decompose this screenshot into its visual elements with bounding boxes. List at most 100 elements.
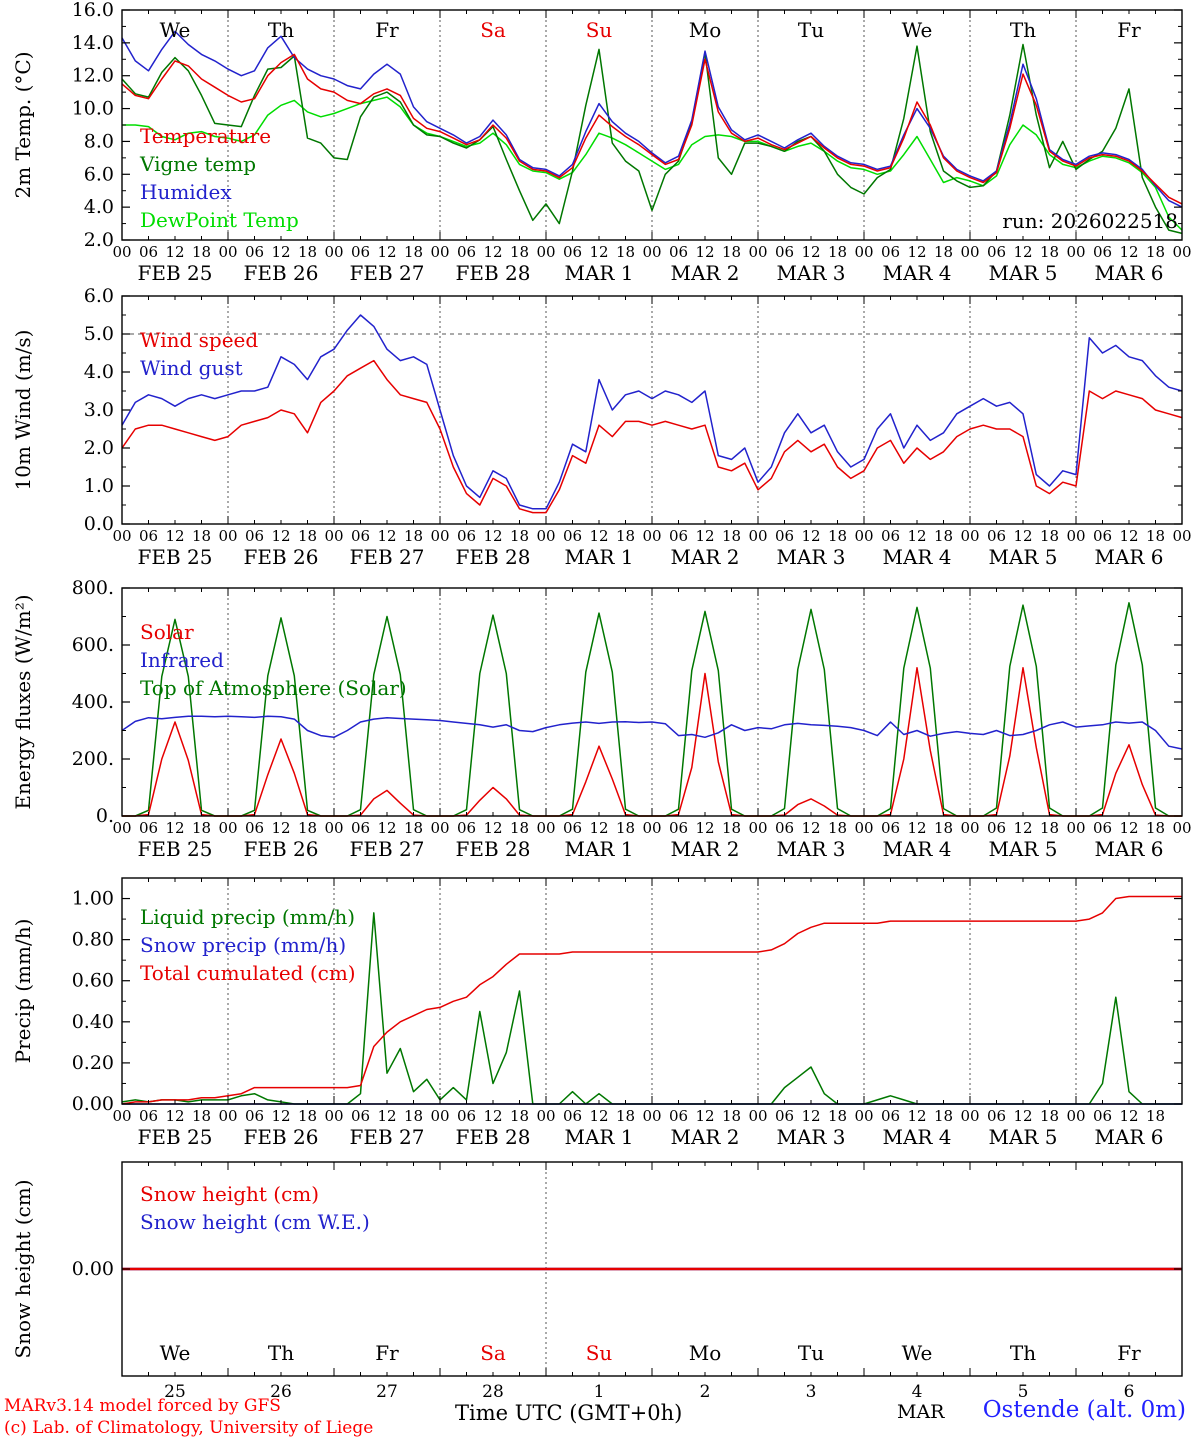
svg-text:06: 06 <box>987 1107 1006 1125</box>
svg-text:06: 06 <box>881 527 900 545</box>
svg-text:12.0: 12.0 <box>72 65 114 87</box>
svg-text:00: 00 <box>1172 527 1191 545</box>
svg-text:00: 00 <box>1066 527 1085 545</box>
svg-text:FEB 28: FEB 28 <box>456 261 531 285</box>
svg-text:0.80: 0.80 <box>72 929 114 951</box>
svg-text:400.: 400. <box>72 691 114 713</box>
svg-text:12: 12 <box>1013 1107 1032 1125</box>
svg-text:2.0: 2.0 <box>84 229 114 251</box>
svg-text:MAR 1: MAR 1 <box>564 1125 633 1149</box>
svg-text:12: 12 <box>271 1107 290 1125</box>
svg-text:2: 2 <box>700 1382 711 1402</box>
svg-text:12: 12 <box>483 819 502 837</box>
svg-text:00: 00 <box>960 819 979 837</box>
svg-text:18: 18 <box>828 1107 847 1125</box>
svg-text:06: 06 <box>987 819 1006 837</box>
svg-text:06: 06 <box>1093 527 1112 545</box>
svg-text:00: 00 <box>960 1107 979 1125</box>
svg-text:Solar: Solar <box>140 620 194 644</box>
svg-text:MAR 2: MAR 2 <box>670 261 739 285</box>
svg-text:MAR 3: MAR 3 <box>776 1125 845 1149</box>
svg-text:00: 00 <box>536 527 555 545</box>
svg-text:06: 06 <box>139 243 158 261</box>
svg-text:18: 18 <box>1146 819 1165 837</box>
svg-text:06: 06 <box>669 243 688 261</box>
svg-text:00: 00 <box>748 1107 767 1125</box>
svg-text:06: 06 <box>669 1107 688 1125</box>
svg-text:Fr: Fr <box>375 1341 399 1365</box>
svg-text:18: 18 <box>192 1107 211 1125</box>
series-dewpoint-temp <box>122 96 1183 231</box>
svg-text:Humidex: Humidex <box>140 180 232 204</box>
svg-text:MAR 5: MAR 5 <box>988 1125 1057 1149</box>
svg-text:18: 18 <box>510 819 529 837</box>
svg-text:Th: Th <box>268 18 294 42</box>
svg-text:06: 06 <box>563 819 582 837</box>
svg-text:00: 00 <box>642 527 661 545</box>
svg-text:00: 00 <box>218 819 237 837</box>
svg-text:Liquid precip (mm/h): Liquid precip (mm/h) <box>140 905 355 929</box>
svg-text:18: 18 <box>616 819 635 837</box>
svg-text:18: 18 <box>722 243 741 261</box>
svg-text:06: 06 <box>351 527 370 545</box>
svg-text:Top of Atmosphere (Solar): Top of Atmosphere (Solar) <box>140 676 407 700</box>
svg-text:00: 00 <box>960 243 979 261</box>
svg-text:Fr: Fr <box>1117 1341 1141 1365</box>
svg-text:00: 00 <box>218 243 237 261</box>
svg-text:We: We <box>160 18 191 42</box>
station-label: Ostende (alt. 0m) <box>982 1397 1186 1423</box>
svg-text:00: 00 <box>112 1107 131 1125</box>
svg-text:10m Wind (m/s): 10m Wind (m/s) <box>11 330 35 491</box>
svg-text:18: 18 <box>192 527 211 545</box>
svg-text:We: We <box>902 18 933 42</box>
svg-text:06: 06 <box>245 527 264 545</box>
svg-text:18: 18 <box>192 819 211 837</box>
svg-text:18: 18 <box>1146 243 1165 261</box>
svg-text:00: 00 <box>854 527 873 545</box>
svg-text:Snow height (cm): Snow height (cm) <box>11 1179 35 1358</box>
svg-text:18: 18 <box>1040 1107 1059 1125</box>
svg-text:18: 18 <box>616 527 635 545</box>
svg-text:26: 26 <box>270 1382 292 1402</box>
svg-text:16.0: 16.0 <box>72 0 114 21</box>
svg-text:12: 12 <box>907 1107 926 1125</box>
svg-text:12: 12 <box>801 819 820 837</box>
svg-text:FEB 26: FEB 26 <box>244 545 319 569</box>
svg-text:12: 12 <box>377 243 396 261</box>
svg-text:MAR 5: MAR 5 <box>988 545 1057 569</box>
svg-text:0.00: 0.00 <box>72 1093 114 1115</box>
svg-text:00: 00 <box>854 819 873 837</box>
svg-text:06: 06 <box>987 527 1006 545</box>
svg-text:18: 18 <box>934 819 953 837</box>
svg-text:06: 06 <box>139 819 158 837</box>
svg-text:6.0: 6.0 <box>84 163 114 185</box>
month-label: MAR <box>897 1401 945 1423</box>
svg-text:MAR 3: MAR 3 <box>776 545 845 569</box>
svg-text:12: 12 <box>377 1107 396 1125</box>
svg-text:FEB 28: FEB 28 <box>456 1125 531 1149</box>
svg-text:06: 06 <box>563 527 582 545</box>
svg-text:18: 18 <box>1040 527 1059 545</box>
svg-text:00: 00 <box>642 819 661 837</box>
svg-text:18: 18 <box>298 819 317 837</box>
svg-text:4.0: 4.0 <box>84 361 114 383</box>
svg-text:MAR 2: MAR 2 <box>670 545 739 569</box>
svg-text:12: 12 <box>483 527 502 545</box>
svg-text:MAR 2: MAR 2 <box>670 837 739 861</box>
svg-text:18: 18 <box>404 527 423 545</box>
svg-text:MAR 5: MAR 5 <box>988 837 1057 861</box>
svg-text:06: 06 <box>245 1107 264 1125</box>
svg-text:Total cumulated (cm): Total cumulated (cm) <box>140 961 356 985</box>
svg-text:18: 18 <box>616 243 635 261</box>
svg-text:MAR 6: MAR 6 <box>1094 837 1163 861</box>
svg-text:MAR 6: MAR 6 <box>1094 545 1163 569</box>
svg-text:DewPoint Temp: DewPoint Temp <box>140 208 299 232</box>
svg-text:00: 00 <box>960 527 979 545</box>
panel-precip: 0.00 0.20 0.40 0.60 0.80 1.00 00 06 12 18 00 06 12 18… <box>11 877 1183 1149</box>
svg-text:06: 06 <box>351 1107 370 1125</box>
svg-text:00: 00 <box>324 527 343 545</box>
series-vigne-temp <box>121 43 1183 235</box>
svg-text:Wind gust: Wind gust <box>140 356 243 380</box>
svg-text:12: 12 <box>695 1107 714 1125</box>
